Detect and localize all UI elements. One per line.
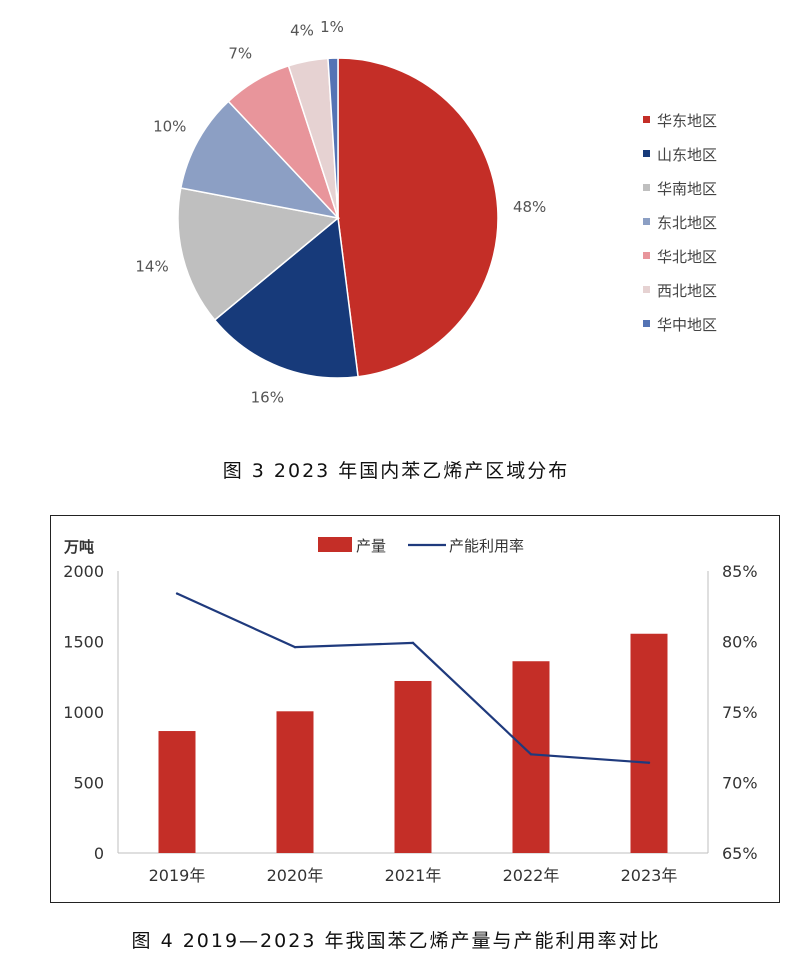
utilization-point <box>293 645 297 649</box>
pie-value-label: 10% <box>153 118 186 136</box>
legend-swatch <box>643 184 650 191</box>
pie-slice-3 <box>177 187 340 322</box>
legend-item-label: 华中地区 <box>657 316 717 334</box>
legend-item-label: 华南地区 <box>657 180 717 198</box>
legend-item-label: 西北地区 <box>657 282 717 300</box>
y2-tick-label: 75% <box>722 703 758 722</box>
legend-swatch <box>643 150 650 157</box>
x-tick-label: 2021年 <box>385 866 442 885</box>
chart-frame <box>50 515 780 903</box>
pie-value-label: 16% <box>251 389 284 407</box>
pie-slice-4 <box>179 100 341 220</box>
y-axis-label: 万吨 <box>63 538 94 556</box>
x-tick-label: 2020年 <box>267 866 324 885</box>
bar-2020年 <box>276 711 314 853</box>
figure-4: 0 500 1000 1500 2000 65% 70% 75% 80% 85% 万吨 2019年 20… <box>0 510 792 964</box>
utilization-point <box>411 641 415 645</box>
y2-tick-label: 80% <box>722 633 758 652</box>
figure-3: 48% 16% 14% 10% 7% 4% 1% 华东地区山东地区华南地区东北地区华北地区西北… <box>0 0 792 482</box>
figure-4-caption: 图 4 2019—2023 年我国苯乙烯产量与产能利用率对比 <box>131 930 661 952</box>
legend-item-label: 华北地区 <box>657 248 717 266</box>
y-tick-label: 0 <box>94 844 104 863</box>
legend-item-label: 华东地区 <box>657 112 717 130</box>
y2-tick-label: 85% <box>722 562 758 581</box>
pie-slice-2 <box>213 216 359 379</box>
utilization-point <box>175 592 179 595</box>
pie-value-label: 14% <box>135 258 168 276</box>
x-tick-label: 2022年 <box>503 866 560 885</box>
y-tick-label: 500 <box>73 774 104 793</box>
y2-tick-label: 65% <box>722 844 758 863</box>
bar-2023年 <box>630 633 668 853</box>
y2-tick-label: 70% <box>722 774 758 793</box>
legend-swatch <box>643 320 650 327</box>
utilization-point <box>647 761 651 764</box>
bar-line-chart: 0 500 1000 1500 2000 65% 70% 75% 80% 85% 万吨 2019年 20… <box>63 537 758 885</box>
legend-swatch <box>643 218 650 225</box>
bar-2021年 <box>394 680 432 853</box>
y-tick-label: 1500 <box>63 633 104 652</box>
figure-3-caption: 图 3 2023 年国内苯乙烯产区域分布 <box>222 460 570 482</box>
legend-swatch-bar <box>318 537 352 552</box>
pie-slice-1 <box>337 57 499 378</box>
x-tick-label: 2023年 <box>621 866 678 885</box>
pie-value-label: 4% <box>290 21 314 39</box>
y-tick-label: 1000 <box>63 703 104 722</box>
pie-slice-7 <box>327 57 339 219</box>
legend-swatch <box>643 116 650 123</box>
pie-value-label: 7% <box>228 45 252 63</box>
legend-label-bar: 产量 <box>356 537 386 555</box>
pie-value-label: 1% <box>320 18 344 36</box>
bar-2022年 <box>512 661 550 853</box>
bar-2019年 <box>158 731 196 853</box>
pie-value-label: 48% <box>513 198 546 216</box>
pie-chart: 48% 16% 14% 10% 7% 4% 1% 华东地区山东地区华南地区东北地区华北地区西北… <box>135 18 717 407</box>
y-tick-label: 2000 <box>63 562 104 581</box>
legend-item-label: 东北地区 <box>657 214 717 232</box>
legend-item-label: 山东地区 <box>657 146 717 164</box>
legend-swatch <box>643 286 650 293</box>
legend-swatch <box>643 252 650 259</box>
utilization-point <box>529 753 533 756</box>
x-tick-label: 2019年 <box>149 866 206 885</box>
legend-label-line: 产能利用率 <box>449 537 524 555</box>
